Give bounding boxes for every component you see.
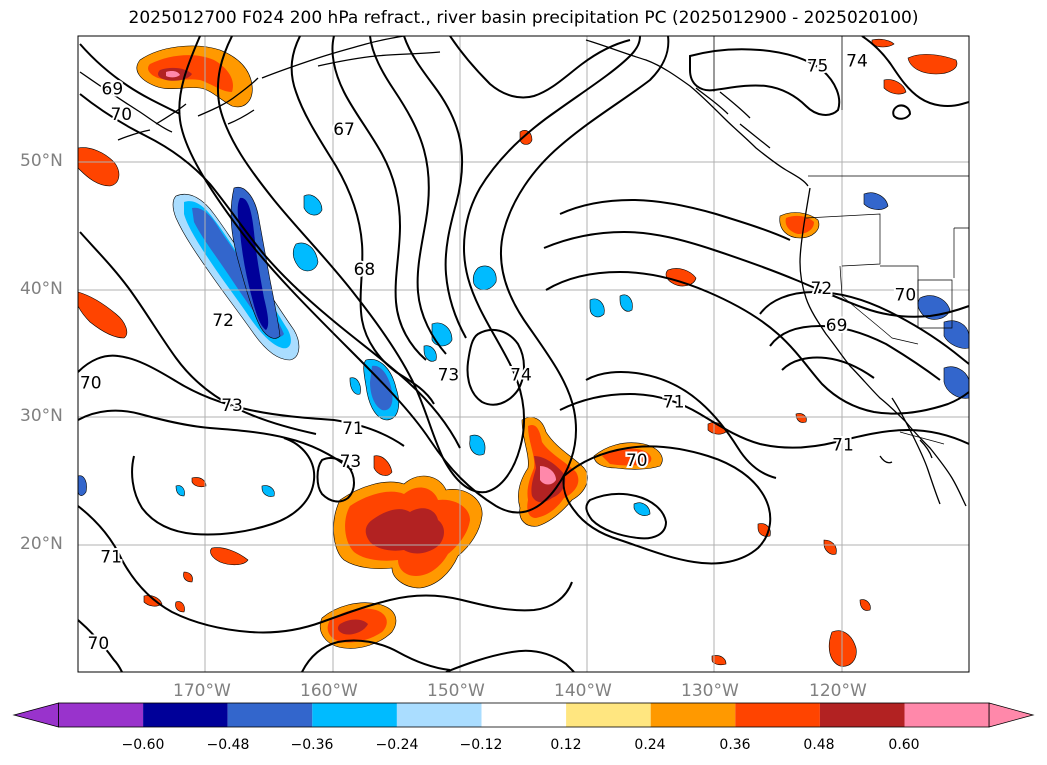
contour-label: 72 <box>212 311 234 331</box>
lon-label-130w: 130°W <box>681 681 739 701</box>
colorbar-segment <box>396 703 482 727</box>
contour-label: 70 <box>88 634 110 654</box>
colorbar-tick: 0.24 <box>634 737 666 753</box>
colorbar-extend-min <box>12 702 59 728</box>
contour-label: 70 <box>110 105 132 125</box>
colorbar-tick: 0.60 <box>888 737 920 753</box>
colorbar-tick: 0.12 <box>550 737 582 753</box>
lon-label-140w: 140°W <box>554 681 612 701</box>
colorbar-extend-max <box>988 702 1035 728</box>
colorbar-tick: 0.36 <box>719 737 751 753</box>
contour-label: 72 <box>811 279 833 299</box>
map-frame <box>77 35 970 673</box>
refractivity-contours <box>78 36 969 672</box>
colorbar-segment <box>143 703 228 727</box>
contour-label: 69 <box>826 316 848 336</box>
colorbar-tick: −0.36 <box>290 737 334 753</box>
lat-label-20n: 20°N <box>20 534 63 554</box>
colorbar-segment <box>735 703 820 727</box>
contour-label: 73 <box>438 366 460 386</box>
colorbar-segment <box>904 703 990 727</box>
lat-label-30n: 30°N <box>20 406 63 426</box>
contour-label: 68 <box>354 260 376 280</box>
contour-label: 70 <box>80 373 102 393</box>
colorbar-segment <box>227 703 313 727</box>
contour-label: 71 <box>663 392 685 412</box>
colorbar-tick: 0.48 <box>803 737 835 753</box>
contour-label: 70 <box>626 451 648 471</box>
contour-label: 73 <box>340 452 362 472</box>
colorbar-segment <box>819 703 905 727</box>
lat-label-50n: 50°N <box>20 151 63 171</box>
contour-label: 74 <box>510 366 532 386</box>
lon-label-160w: 160°W <box>300 681 358 701</box>
contour-label: 73 <box>221 396 243 416</box>
colorbar-segment <box>650 703 736 727</box>
colorbar-tick: −0.48 <box>206 737 250 753</box>
map-title: 2025012700 F024 200 hPa refract., river … <box>128 8 919 28</box>
precip-anomaly-shading <box>78 38 969 667</box>
contour-label: 74 <box>846 51 868 71</box>
contour-label: 70 <box>895 285 917 305</box>
lon-label-150w: 150°W <box>427 681 485 701</box>
contour-label: 75 <box>807 57 829 77</box>
negative-anomaly-blobs <box>78 186 969 516</box>
contour-label: 71 <box>832 436 854 456</box>
political-borders <box>713 36 969 445</box>
coastlines <box>79 36 967 507</box>
map-plot-area: 69 70 67 75 74 68 72 72 70 69 70 73 71 73 74 71 71 73 70 71… <box>78 36 969 672</box>
contour-label: 67 <box>333 120 355 140</box>
colorbar-segment <box>312 703 397 727</box>
colorbar-tick: −0.60 <box>121 737 165 753</box>
lat-label-40n: 40°N <box>20 279 63 299</box>
contour-labels: 69 70 67 75 74 68 72 72 70 69 70 73 71 73 74 71 71 73 70 71… <box>78 49 918 656</box>
positive-anomaly-blobs <box>78 38 958 667</box>
colorbar-tick: −0.24 <box>375 737 419 753</box>
colorbar-segment <box>481 703 567 727</box>
colorbar-frame <box>58 702 990 728</box>
colorbar <box>12 702 1035 728</box>
lon-label-120w: 120°W <box>809 681 867 701</box>
lon-label-170w: 170°W <box>173 681 231 701</box>
contour-label: 69 <box>102 79 124 99</box>
colorbar-tick: −0.12 <box>459 737 503 753</box>
contour-label: 71 <box>100 548 122 568</box>
contour-label: 71 <box>342 419 364 439</box>
colorbar-segment <box>566 703 651 727</box>
colorbar-segment <box>58 703 144 727</box>
